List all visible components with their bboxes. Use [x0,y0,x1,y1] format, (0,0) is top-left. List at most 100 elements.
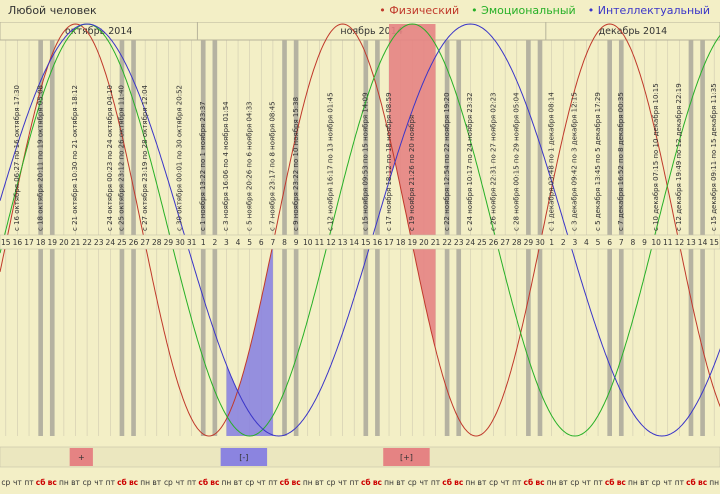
crossing-label: с 21 октября 10:30 по 21 октября 18:12 [71,85,79,231]
weekday-label: вт [396,478,405,487]
marker-plus [69,448,93,466]
day-number: 15 [709,238,719,247]
day-number: 4 [584,238,589,247]
weekend-stripe [700,24,705,436]
crossing-label: с 9 ноября 23:22 по 10 ноября 15:38 [292,97,300,231]
crossing-label: с 3 декабря 09:42 по 3 декабря 12:15 [571,92,579,231]
weekday-label: сб [198,478,208,487]
weekday-label: чт [501,478,510,487]
weekday-label: сб [686,478,696,487]
weekday-label: ср [1,478,10,487]
weekend-stripe [200,24,206,436]
day-number: 24 [106,238,116,247]
weekend-stripe [618,24,624,436]
legend-intellectual[interactable]: • Интеллектуальный [588,4,710,17]
day-number: 22 [82,238,92,247]
crossing-label: с 1 декабря 03:48 по 1 декабря 08:14 [547,92,555,231]
crossing-label: с 30 октября 00:01 по 30 октября 20:52 [176,85,184,231]
weekday-label: пт [24,478,34,487]
subject-name[interactable]: Любой человек [8,4,97,17]
crossing-label: с 10 декабря 07:15 по 10 декабря 10:15 [652,83,660,231]
day-number: 3 [224,238,229,247]
weekday-label: чт [338,478,347,487]
day-number: 20 [59,238,69,247]
weekday-label: вс [129,478,138,487]
weekday-label: пт [187,478,197,487]
day-number: 10 [651,238,661,247]
weekend-stripe [688,24,694,436]
day-number: 2 [212,238,217,247]
crossing-label: с 24 ноября 10:17 по 24 ноября 23:32 [466,92,474,231]
weekday-label: чт [176,478,185,487]
weekday-label: ср [164,478,173,487]
day-number: 7 [619,238,624,247]
day-number: 29 [524,238,534,247]
crossing-label: с 1 ноября 13:22 по 1 ноября 23:37 [199,101,207,231]
crossing-label: с 15 ноября 09:53 по 15 ноября 14:09 [362,92,370,231]
legend-physical[interactable]: • Физический [379,4,459,17]
weekday-label: ср [83,478,92,487]
weekday-label: ср [570,478,579,487]
legend-emotional-dot: • [471,4,482,17]
weekday-label: пт [106,478,116,487]
weekday-label: вт [315,478,324,487]
weekday-label: пн [384,478,394,487]
day-number: 25 [117,238,127,247]
crossing-label: с 7 ноября 23:17 по 8 ноября 08:45 [269,101,277,231]
day-number: 30 [535,238,545,247]
day-number: 15 [1,238,11,247]
weekday-label: пн [303,478,313,487]
day-number: 8 [282,238,287,247]
weekday-label: вс [48,478,57,487]
day-number: 14 [698,238,708,247]
weekday-label: сб [361,478,371,487]
day-number: 28 [512,238,522,247]
weekend-stripe [293,24,299,436]
filled-region-minus [226,244,273,436]
weekday-label: пн [59,478,69,487]
weekday-label: сб [280,478,290,487]
weekend-stripe [49,24,55,436]
top-bar: Любой человек • Физический • Эмоциональн… [0,0,720,22]
month-header [0,22,720,41]
weekday-label: чт [13,478,22,487]
day-number: 19 [407,238,417,247]
weekday-label: пн [628,478,638,487]
marker-label: + [78,453,85,462]
day-number: 4 [236,238,241,247]
day-number: 18 [396,238,406,247]
day-number: 23 [454,238,464,247]
weekday-label: вс [698,478,707,487]
day-number: 24 [466,238,476,247]
biorhythm-chart[interactable]: октябрь 2014 ноябрь 2014 декабрь 2014 с 16 … [0,22,720,494]
weekday-label: вт [559,478,568,487]
day-number: 16 [373,238,383,247]
day-number: 12 [326,238,336,247]
weekday-label: вт [152,478,161,487]
weekend-stripe [363,24,369,436]
series-intellectual-line [0,23,720,437]
weekday-label: сб [117,478,127,487]
day-number: 11 [663,238,673,247]
crossing-label: с 24 октября 00:23 по 24 октября 04:10 [106,85,114,231]
series-emotional-line [0,23,720,437]
weekday-label: сб [524,478,534,487]
marker-plus [383,448,430,466]
weekday-label: чт [582,478,591,487]
weekday-label: чт [419,478,428,487]
day-number: 8 [631,238,636,247]
legend-emotional[interactable]: • Эмоциональный [471,4,576,17]
weekday-label: вт [234,478,243,487]
weekday-label: чт [663,478,672,487]
weekday-label: вс [210,478,219,487]
day-number: 27 [140,238,150,247]
marker-label: [-] [239,453,248,462]
weekday-label: пн [222,478,232,487]
day-number: 6 [259,238,264,247]
weekday-label: вс [454,478,463,487]
day-number: 9 [294,238,299,247]
day-number: 25 [477,238,487,247]
month-label: декабрь 2014 [599,26,668,37]
day-number: 26 [489,238,499,247]
weekend-stripe [444,24,450,436]
